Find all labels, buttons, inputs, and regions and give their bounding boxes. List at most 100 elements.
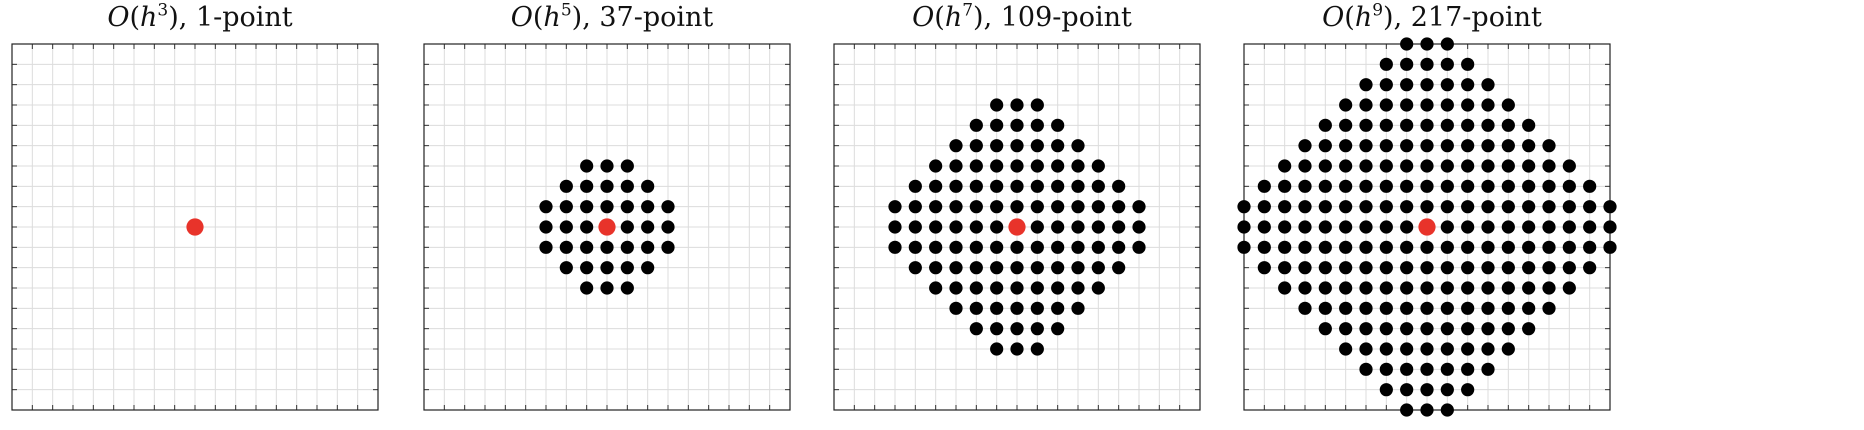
stencil-point <box>1318 240 1332 254</box>
stencil-point <box>990 301 1004 315</box>
stencil-point <box>580 240 594 254</box>
stencil-point <box>1603 240 1617 254</box>
stencil-point <box>1379 281 1393 295</box>
stencil-point <box>1339 179 1353 193</box>
stencil-point <box>969 220 983 234</box>
stencil-point <box>620 261 634 275</box>
stencil-point <box>1298 301 1312 315</box>
stencil-point <box>1420 383 1434 397</box>
title-step-symbol: h <box>1354 2 1373 33</box>
stencil-point <box>1542 240 1556 254</box>
panel-title: O(h9), 217-point <box>1322 0 1542 33</box>
stencil-point <box>1030 301 1044 315</box>
stencil-point <box>1461 220 1475 234</box>
stencil-point <box>929 281 943 295</box>
stencil-point <box>1379 261 1393 275</box>
stencil-point <box>641 261 655 275</box>
stencil-point <box>1071 159 1085 173</box>
stencil-point <box>1440 37 1454 51</box>
stencil-point <box>1071 281 1085 295</box>
stencil-point <box>1522 281 1536 295</box>
stencil-point <box>1257 261 1271 275</box>
stencil-point <box>990 261 1004 275</box>
stencil-point <box>1583 200 1597 214</box>
stencil-point <box>1010 200 1024 214</box>
stencil-point <box>1071 200 1085 214</box>
stencil-point <box>1091 200 1105 214</box>
stencil-point <box>1379 139 1393 153</box>
stencil-point <box>1461 342 1475 356</box>
stencil-point <box>1010 281 1024 295</box>
stencil-point <box>1420 362 1434 376</box>
stencil-point <box>1400 98 1414 112</box>
stencil-point <box>1010 98 1024 112</box>
stencil-point <box>600 179 614 193</box>
stencil-point <box>1010 342 1024 356</box>
stencil-point <box>1339 98 1353 112</box>
stencil-panel: O(h7), 109-point <box>832 0 1212 430</box>
stencil-point <box>1051 322 1065 336</box>
stencil-point <box>1420 179 1434 193</box>
stencil-point <box>1071 240 1085 254</box>
stencil-point <box>1400 139 1414 153</box>
stencil-point <box>1542 220 1556 234</box>
stencil-point <box>1400 78 1414 92</box>
stencil-point <box>1420 342 1434 356</box>
stencil-point <box>1051 159 1065 173</box>
stencil-point <box>1237 240 1251 254</box>
stencil-point <box>1522 159 1536 173</box>
stencil-point <box>1440 403 1454 417</box>
stencil-point <box>1030 281 1044 295</box>
stencil-point <box>1501 179 1515 193</box>
stencil-point <box>990 220 1004 234</box>
stencil-point <box>1501 98 1515 112</box>
stencil-point <box>1461 139 1475 153</box>
stencil-point <box>1010 159 1024 173</box>
stencil-point <box>949 281 963 295</box>
stencil-point <box>1359 139 1373 153</box>
stencil-point <box>1440 159 1454 173</box>
panel-title: O(h5), 37-point <box>510 0 714 33</box>
stencil-point <box>1400 342 1414 356</box>
stencil-point <box>969 159 983 173</box>
center-point <box>1418 218 1436 236</box>
stencil-point <box>1278 220 1292 234</box>
stencil-point <box>1542 281 1556 295</box>
stencil-point <box>1542 301 1556 315</box>
stencil-point <box>1440 118 1454 132</box>
stencil-point <box>1461 362 1475 376</box>
stencil-point <box>1051 301 1065 315</box>
stencil-point <box>1112 220 1126 234</box>
stencil-point <box>1440 200 1454 214</box>
stencil-point <box>1237 220 1251 234</box>
stencil-point <box>559 261 573 275</box>
stencil-point <box>1359 159 1373 173</box>
stencil-point <box>1359 261 1373 275</box>
stencil-point <box>1051 281 1065 295</box>
stencil-point <box>1379 78 1393 92</box>
stencil-point <box>620 240 634 254</box>
stencil-point <box>1298 261 1312 275</box>
stencil-point <box>1030 240 1044 254</box>
stencil-point <box>1339 118 1353 132</box>
stencil-point <box>990 118 1004 132</box>
title-point-count: , 109-point <box>983 2 1132 33</box>
stencil-point <box>661 240 675 254</box>
stencil-point <box>620 159 634 173</box>
stencil-point <box>929 179 943 193</box>
stencil-point <box>1257 240 1271 254</box>
stencil-point <box>1379 200 1393 214</box>
stencil-point <box>1091 281 1105 295</box>
stencil-point <box>1359 220 1373 234</box>
stencil-point <box>1420 78 1434 92</box>
stencil-point <box>1318 118 1332 132</box>
stencil-point <box>1583 220 1597 234</box>
tick-marks <box>12 44 378 410</box>
stencil-point <box>1132 240 1146 254</box>
stencil-point <box>1501 139 1515 153</box>
stencil-point <box>1583 179 1597 193</box>
stencil-point <box>1501 220 1515 234</box>
stencil-point <box>1359 98 1373 112</box>
stencil-point <box>641 200 655 214</box>
stencil-point <box>1010 322 1024 336</box>
